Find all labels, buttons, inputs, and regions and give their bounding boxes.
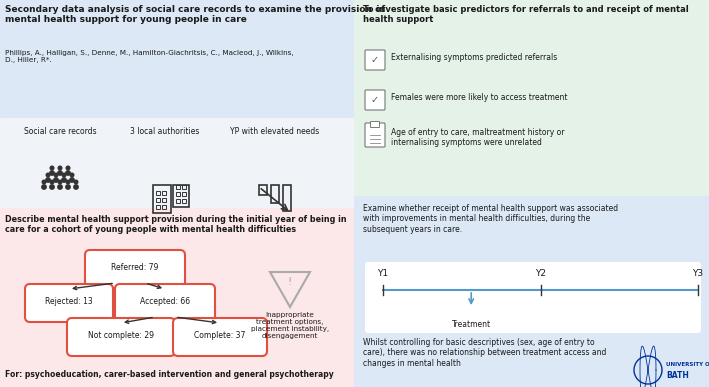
Bar [173, 185, 189, 207]
Circle shape [74, 185, 78, 189]
Text: Whilst controlling for basic descriptives (sex, age of entry to
care), there was: Whilst controlling for basic descriptive… [363, 338, 606, 368]
Bar [156, 191, 160, 195]
Circle shape [66, 166, 69, 170]
Text: YP with elevated needs: YP with elevated needs [230, 127, 320, 136]
Text: UNIVERSITY OF: UNIVERSITY OF [666, 363, 709, 368]
Text: Describe mental health support provision during the initial year of being in
car: Describe mental health support provision… [5, 215, 347, 235]
Text: Females were more likely to access treatment: Females were more likely to access treat… [391, 93, 567, 102]
Circle shape [50, 171, 54, 175]
Circle shape [66, 180, 69, 184]
Text: Secondary data analysis of social care records to examine the provision of
menta: Secondary data analysis of social care r… [5, 5, 385, 24]
FancyBboxPatch shape [25, 284, 113, 322]
Text: Y1: Y1 [377, 269, 389, 278]
FancyBboxPatch shape [173, 318, 267, 356]
Circle shape [58, 185, 62, 189]
Text: Externalising symptoms predicted referrals: Externalising symptoms predicted referra… [391, 53, 557, 62]
Circle shape [58, 171, 62, 175]
Text: Treatment: Treatment [452, 320, 491, 329]
Circle shape [50, 166, 54, 170]
Text: Phillips, A., Halligan, S., Denne, M., Hamilton-Giachritsis, C., Macleod, J., Wi: Phillips, A., Halligan, S., Denne, M., H… [5, 50, 294, 63]
Bar [182, 185, 186, 189]
FancyBboxPatch shape [0, 0, 358, 126]
FancyBboxPatch shape [0, 118, 358, 216]
Bar [162, 198, 166, 202]
Bar [176, 192, 180, 196]
Circle shape [69, 178, 74, 182]
Text: Examine whether receipt of mental health support was associated
with improvement: Examine whether receipt of mental health… [363, 204, 618, 234]
Circle shape [54, 173, 58, 177]
Text: Rejected: 13: Rejected: 13 [45, 298, 93, 307]
Bar [153, 185, 171, 213]
Circle shape [50, 185, 54, 189]
FancyBboxPatch shape [115, 284, 215, 322]
Bar [271, 185, 279, 203]
Circle shape [46, 178, 50, 182]
Bar [176, 199, 180, 203]
Circle shape [43, 180, 46, 184]
Text: Social care records: Social care records [23, 127, 96, 136]
FancyBboxPatch shape [365, 50, 385, 70]
Circle shape [58, 180, 62, 184]
Text: 3 local authorities: 3 local authorities [130, 127, 200, 136]
Bar [259, 185, 267, 195]
FancyBboxPatch shape [354, 196, 709, 387]
Circle shape [42, 185, 46, 189]
Text: Complete: 37: Complete: 37 [194, 332, 246, 341]
FancyBboxPatch shape [0, 208, 358, 387]
FancyBboxPatch shape [67, 318, 175, 356]
FancyBboxPatch shape [365, 262, 701, 333]
Bar [182, 199, 186, 203]
Circle shape [58, 166, 62, 170]
Circle shape [62, 173, 66, 177]
Circle shape [50, 180, 54, 184]
Bar [156, 198, 160, 202]
Text: BATH: BATH [666, 370, 689, 380]
Circle shape [70, 173, 74, 177]
Bar [156, 205, 160, 209]
Circle shape [66, 185, 70, 189]
Bar [283, 185, 291, 211]
Circle shape [74, 180, 78, 184]
Text: For: psychoeducation, carer-based intervention and general psychotherapy: For: psychoeducation, carer-based interv… [5, 370, 334, 379]
Bar [162, 191, 166, 195]
Text: Referred: 79: Referred: 79 [111, 264, 159, 272]
Bar [162, 205, 166, 209]
FancyBboxPatch shape [365, 123, 385, 147]
Bar [182, 192, 186, 196]
Circle shape [62, 178, 66, 182]
Text: !: ! [288, 277, 292, 287]
Text: Y2: Y2 [535, 269, 546, 278]
Text: Inappropriate
treatment options,
placement instability,
disengagement: Inappropriate treatment options, placeme… [251, 312, 329, 339]
FancyBboxPatch shape [371, 122, 379, 127]
Text: ✓: ✓ [371, 95, 379, 105]
Bar [176, 185, 180, 189]
Text: Age of entry to care, maltreatment history or
internalising symptoms were unrela: Age of entry to care, maltreatment histo… [391, 128, 564, 147]
Text: ✓: ✓ [371, 55, 379, 65]
Circle shape [46, 173, 50, 177]
Text: Accepted: 66: Accepted: 66 [140, 298, 190, 307]
Text: Y3: Y3 [693, 269, 703, 278]
FancyBboxPatch shape [365, 90, 385, 110]
Circle shape [54, 178, 58, 182]
Text: Not complete: 29: Not complete: 29 [88, 332, 154, 341]
Text: To investigate basic predictors for referrals to and receipt of mental
health su: To investigate basic predictors for refe… [363, 5, 688, 24]
FancyBboxPatch shape [85, 250, 185, 288]
FancyBboxPatch shape [354, 0, 709, 201]
Circle shape [66, 171, 70, 175]
